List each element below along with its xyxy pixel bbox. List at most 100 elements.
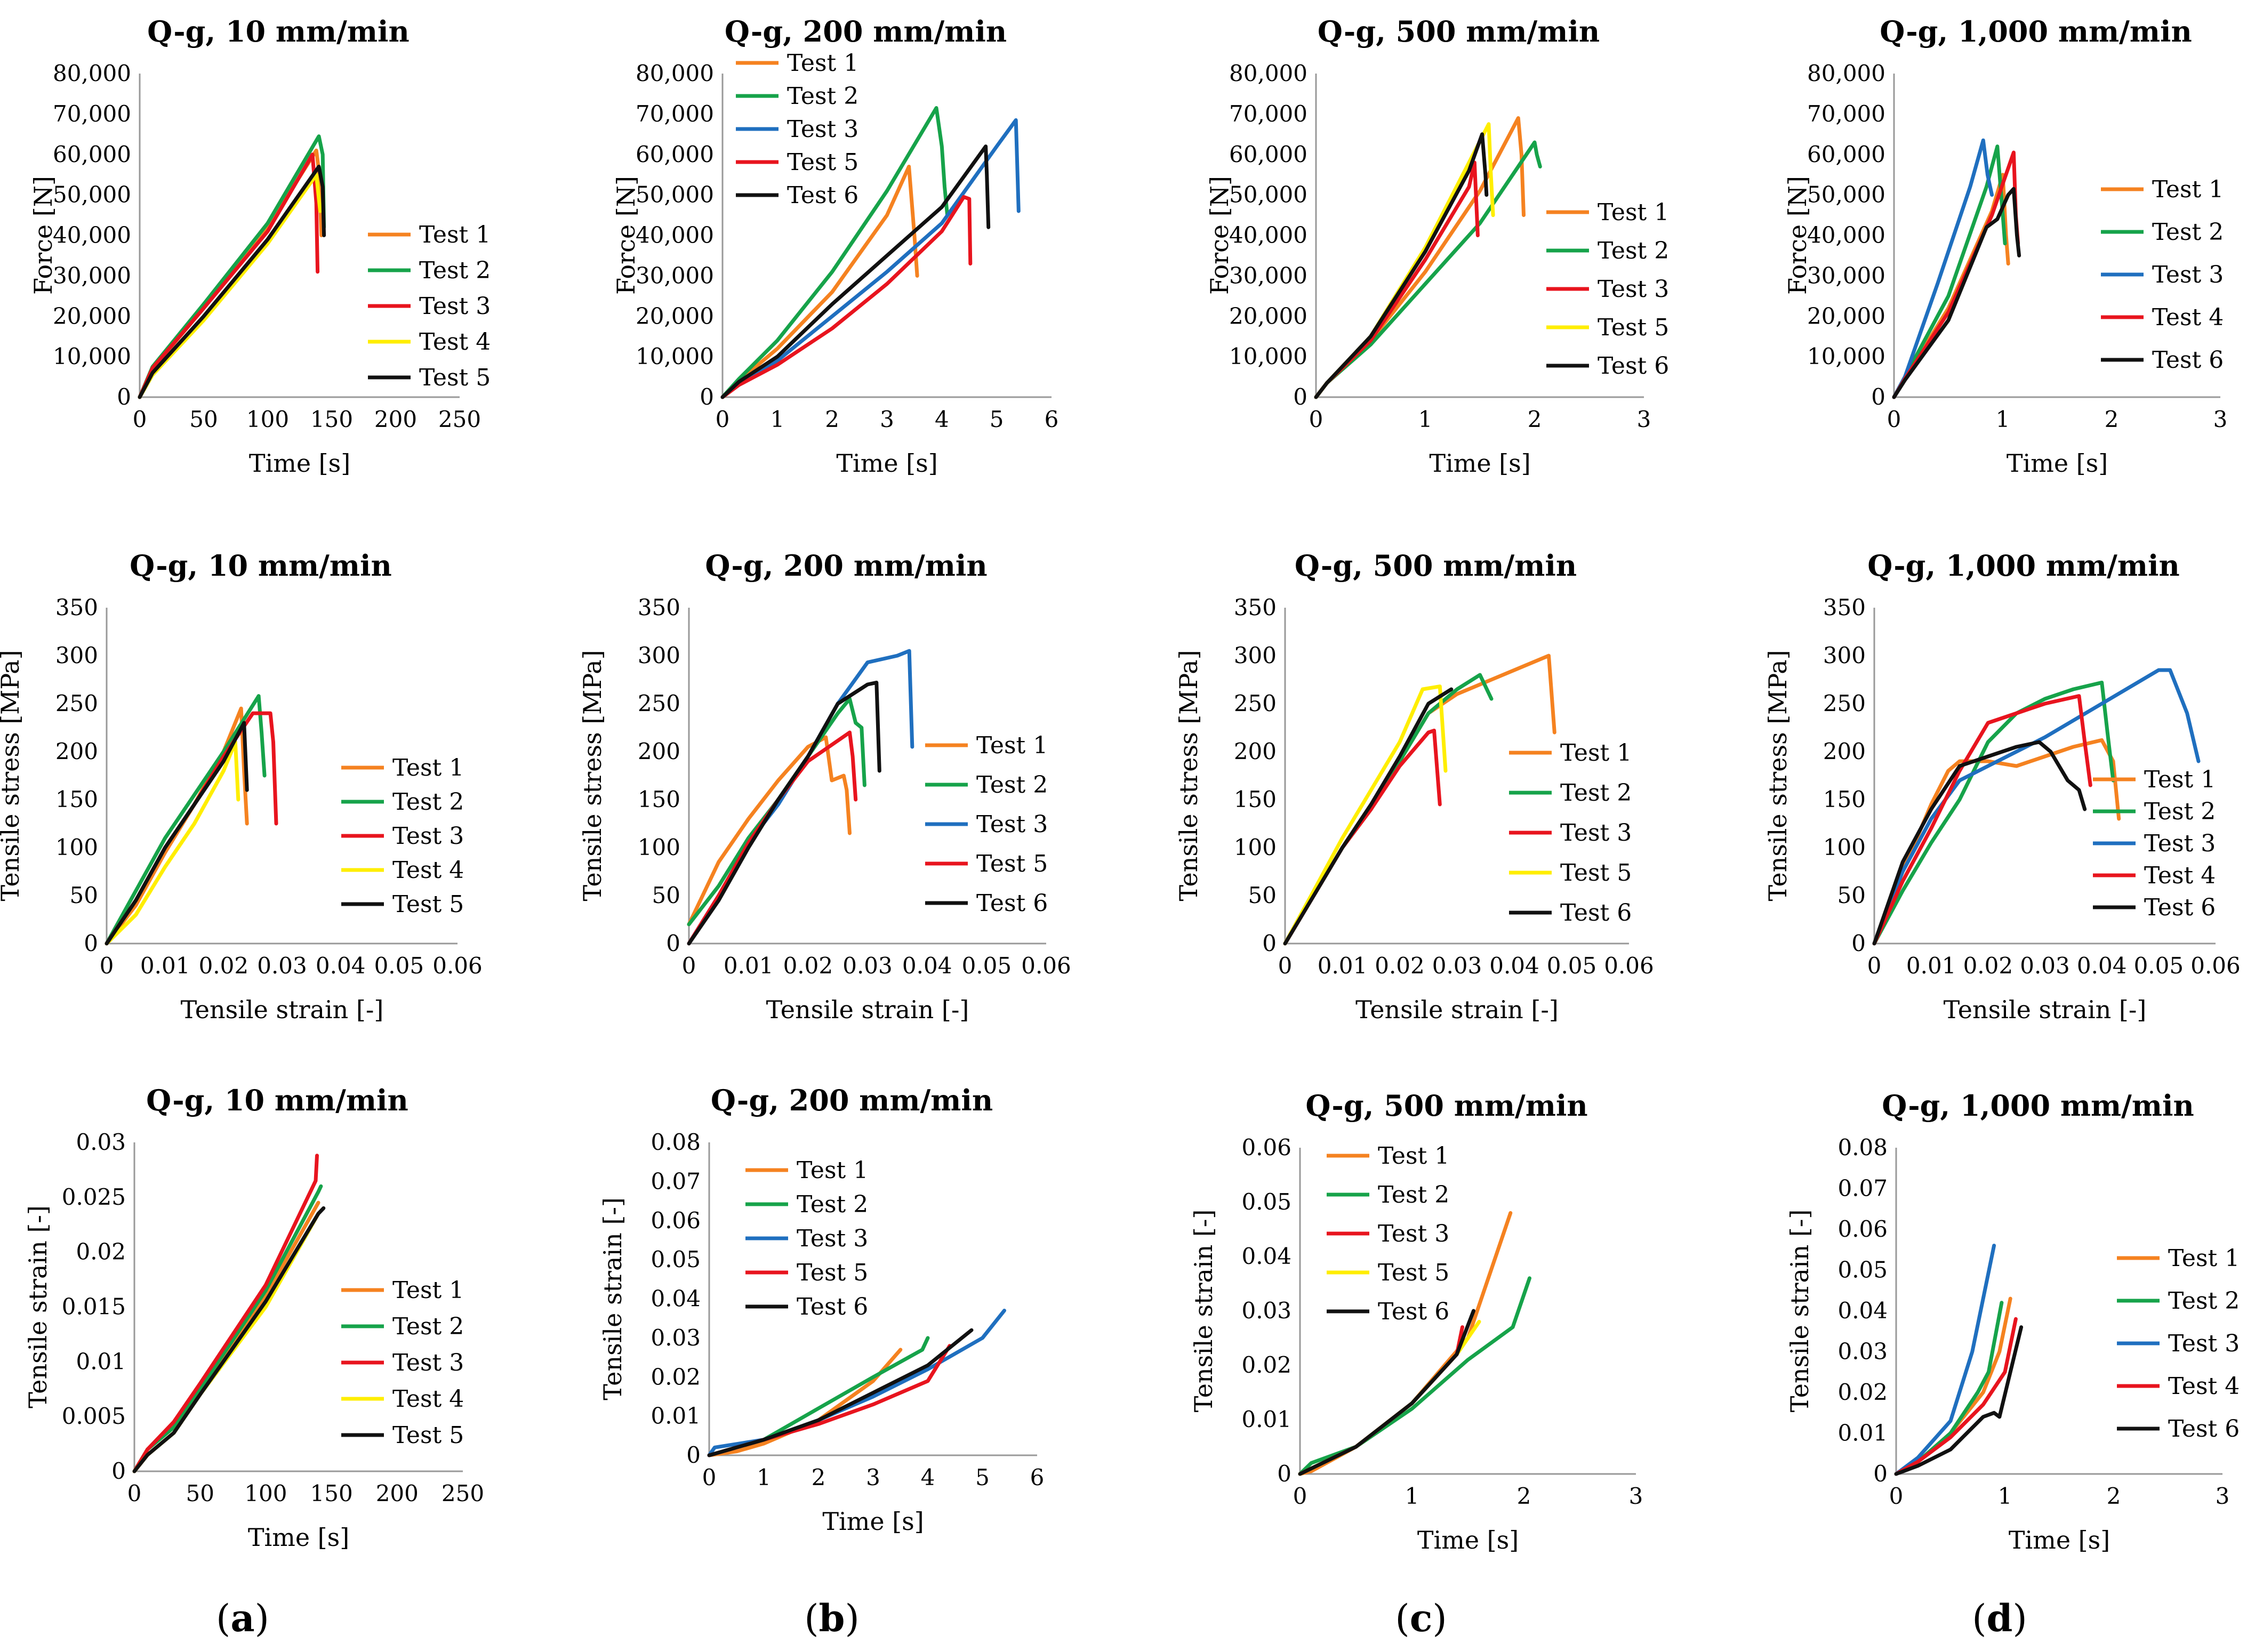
- legend-label: Test 1: [797, 1157, 868, 1184]
- y-tick-label: 50,000: [636, 182, 714, 208]
- x-tick-label: 0.03: [842, 953, 893, 979]
- y-axis-label: Tensile stress [MPa]: [1174, 650, 1203, 901]
- x-tick-label: 4: [921, 1464, 935, 1490]
- series-line-test-5: [720, 195, 973, 399]
- x-tick-label: 0: [702, 1464, 717, 1490]
- series-line-test-5: [1314, 122, 1495, 399]
- series-line-test-6: [1892, 187, 2021, 399]
- y-tick-label: 0.05: [1241, 1189, 1291, 1215]
- y-tick-label: 300: [638, 642, 680, 668]
- legend-label: Test 5: [1560, 859, 1632, 887]
- legend-label: Test 6: [1560, 899, 1632, 926]
- x-tick-label: 0: [127, 1480, 142, 1506]
- x-tick-label: 100: [246, 406, 289, 432]
- y-tick-label: 350: [55, 594, 98, 620]
- legend-label: Test 1: [787, 50, 858, 77]
- x-axis-label: Time [s]: [2009, 1526, 2110, 1554]
- y-tick-label: 0.01: [76, 1348, 126, 1374]
- x-tick-label: 0.06: [432, 953, 483, 979]
- legend-label: Test 6: [2144, 894, 2216, 921]
- y-tick-label: 250: [55, 690, 98, 716]
- y-tick-label: 0.01: [1837, 1420, 1888, 1446]
- x-tick-label: 50: [186, 1480, 214, 1506]
- y-tick-label: 0.04: [1837, 1298, 1888, 1324]
- y-tick-label: 10,000: [636, 343, 714, 369]
- x-tick-label: 6: [1030, 1464, 1045, 1490]
- x-tick-label: 0.01: [1318, 953, 1368, 979]
- legend-label: Test 1: [2168, 1245, 2240, 1272]
- y-tick-label: 30,000: [1229, 262, 1307, 288]
- y-tick-label: 40,000: [1229, 222, 1307, 248]
- x-tick-label: 0: [716, 406, 730, 432]
- chart-title: Q-g, 200 mm/min: [725, 14, 1007, 49]
- chart-panel-10: Q-g, 200 mm/min 0 0.01 0.02 0.03 0.04 0.05 0.06…: [598, 1083, 1044, 1536]
- y-tick-label: 200: [638, 738, 680, 764]
- y-tick-label: 60,000: [1229, 141, 1307, 167]
- chart-panel-1: Q-g, 10 mm/min 0 10,000 20,000 30,000 40,000 5…: [29, 14, 491, 478]
- y-tick-label: 0: [666, 930, 680, 956]
- y-tick-label: 20,000: [636, 303, 714, 329]
- chart-title: Q-g, 200 mm/min: [711, 1083, 993, 1117]
- series-line-test-5: [1298, 1319, 1481, 1476]
- y-tick-label: 150: [1234, 786, 1277, 812]
- y-axis-label: Force [N]: [1205, 176, 1234, 295]
- legend-label: Test 6: [797, 1293, 868, 1320]
- y-tick-label: 0: [117, 384, 131, 410]
- y-tick-label: 0.025: [62, 1184, 126, 1210]
- series-line-test-6: [1283, 687, 1454, 946]
- series-line-test-3: [132, 1154, 319, 1473]
- chart-panel-12: Q-g, 1,000 mm/min 0 0.01 0.02 0.03 0.04 0.05 0.…: [1785, 1089, 2240, 1554]
- x-tick-label: 0.01: [724, 953, 774, 979]
- y-tick-label: 0.02: [76, 1239, 126, 1265]
- y-tick-label: 70,000: [53, 101, 131, 127]
- y-tick-label: 300: [1823, 642, 1866, 668]
- y-tick-label: 300: [1234, 642, 1277, 668]
- legend-label: Test 2: [2168, 1287, 2240, 1315]
- y-tick-label: 350: [1823, 594, 1866, 620]
- y-tick-label: 70,000: [1229, 101, 1307, 127]
- y-tick-label: 0.015: [62, 1294, 126, 1320]
- x-axis-label: Time [s]: [248, 1523, 349, 1552]
- x-tick-label: 0.05: [374, 953, 424, 979]
- panel-label-c: (c): [1395, 1596, 1447, 1640]
- y-tick-label: 100: [55, 834, 98, 860]
- x-tick-label: 0: [1867, 953, 1882, 979]
- series-line-test-3: [707, 1309, 1006, 1457]
- x-tick-label: 0.06: [1021, 953, 1071, 979]
- y-tick-label: 50: [70, 882, 98, 908]
- y-axis-label: Tensile strain [-]: [1189, 1210, 1218, 1413]
- x-tick-label: 0: [1278, 953, 1293, 979]
- legend-label: Test 6: [1378, 1298, 1449, 1325]
- legend-label: Test 6: [2152, 346, 2224, 374]
- y-axis-label: Force [N]: [1783, 176, 1812, 295]
- legend-label: Test 2: [787, 83, 858, 110]
- y-axis-label: Force [N]: [612, 176, 640, 295]
- series-line-test-3: [1872, 668, 2201, 946]
- legend-label: Test 6: [1598, 352, 1669, 380]
- y-tick-label: 0.05: [1837, 1257, 1888, 1283]
- chart-panel-3: Q-g, 500 mm/min 0 10,000 20,000 30,000 40,000…: [1205, 14, 1669, 478]
- chart-title: Q-g, 10 mm/min: [147, 14, 410, 49]
- chart-panel-4: Q-g, 1,000 mm/min 0 10,000 20,000 30,000 40,0…: [1783, 14, 2227, 478]
- legend-label: Test 3: [392, 823, 464, 850]
- y-tick-label: 0.01: [651, 1403, 701, 1429]
- x-tick-label: 50: [189, 406, 218, 432]
- y-tick-label: 50,000: [53, 182, 131, 208]
- x-tick-label: 0: [1293, 1483, 1307, 1509]
- panel-label-a: (a): [216, 1596, 269, 1640]
- y-tick-label: 60,000: [53, 141, 131, 167]
- y-axis-label: Force [N]: [29, 176, 58, 295]
- y-tick-label: 20,000: [53, 303, 131, 329]
- series-line-test-5: [138, 165, 326, 399]
- y-tick-label: 0: [111, 1458, 126, 1484]
- series-line-test-4: [1872, 694, 2092, 946]
- legend-label: Test 3: [2144, 830, 2216, 857]
- series-line-test-6: [1314, 132, 1489, 399]
- x-axis-label: Tensile strain [-]: [1355, 995, 1559, 1024]
- legend-label: Test 4: [392, 857, 464, 884]
- x-tick-label: 0: [1889, 1483, 1904, 1509]
- y-tick-label: 0: [686, 1442, 701, 1468]
- y-tick-label: 0: [1262, 930, 1277, 956]
- legend-label: Test 3: [392, 1349, 464, 1376]
- legend-label: Test 2: [392, 1313, 464, 1340]
